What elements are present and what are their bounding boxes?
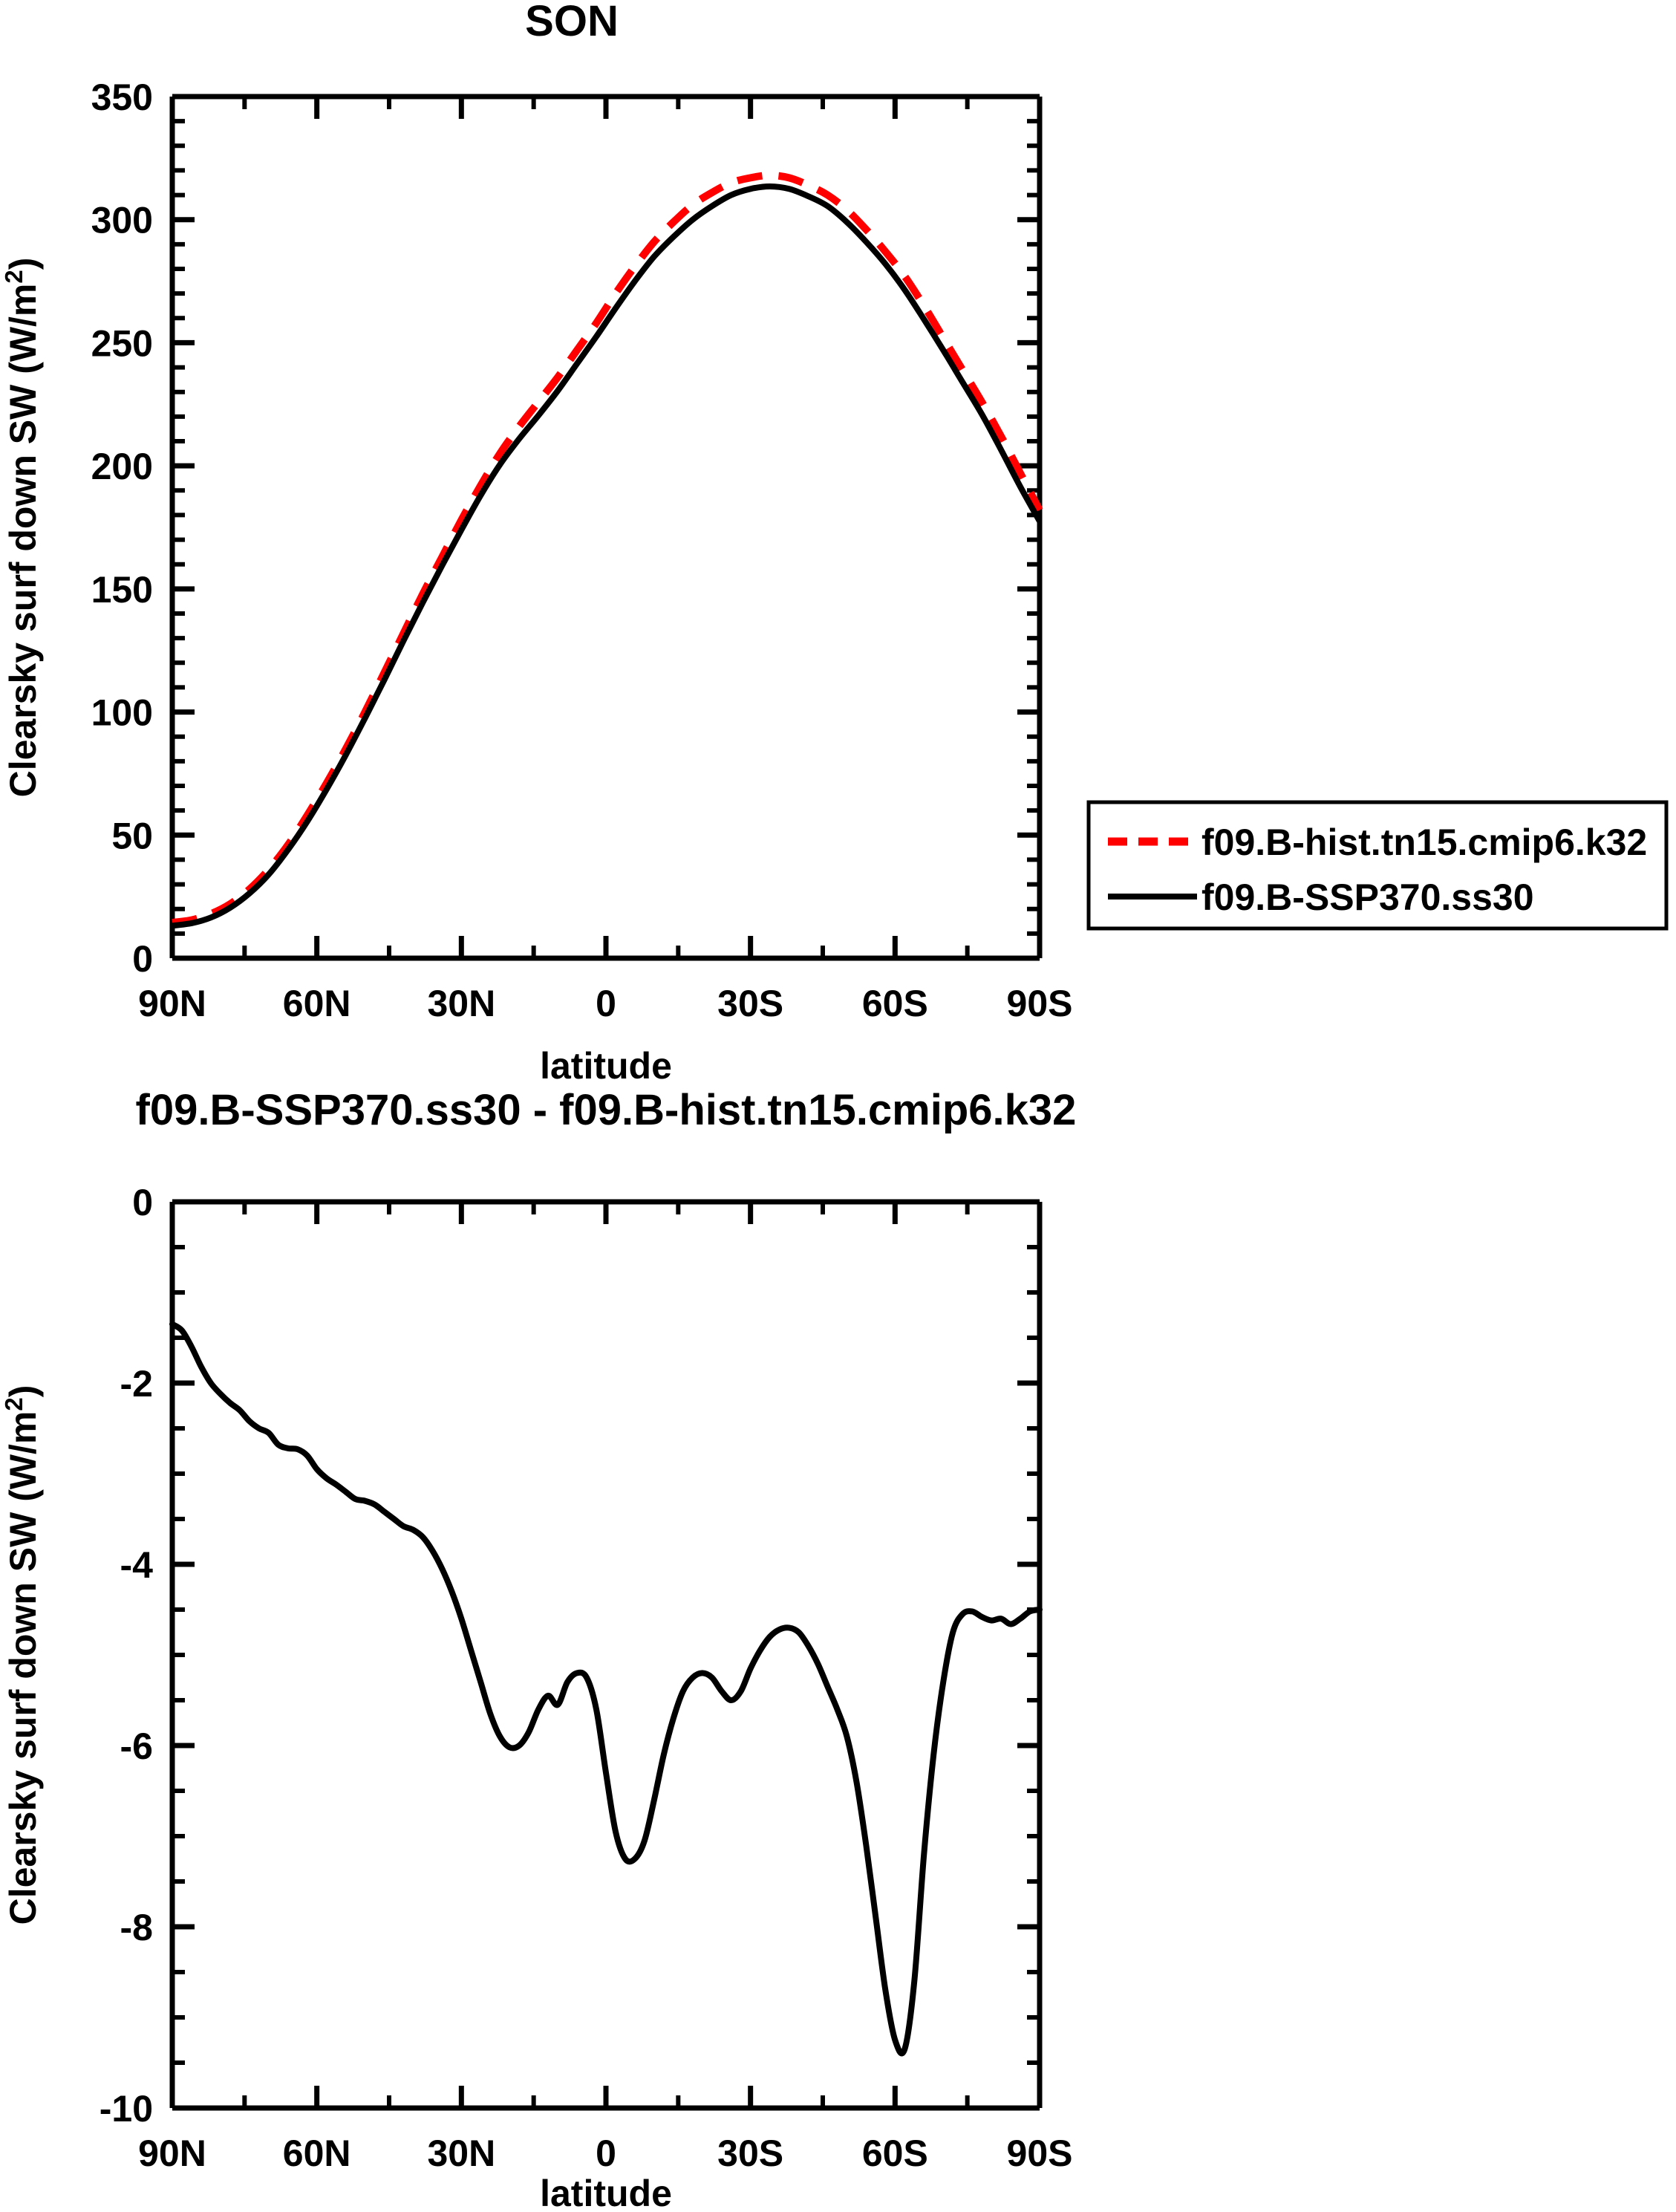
y-tick-label: 100	[91, 692, 153, 734]
y-tick-label: 150	[91, 569, 153, 611]
bottom-panel-axes	[169, 1199, 1043, 2111]
bot-ylabel-close: )	[2, 1385, 44, 1398]
y-tick-label: -6	[120, 1725, 153, 1767]
legend-label-ssp370: f09.B-SSP370.ss30	[1201, 876, 1534, 918]
bottom-panel-title: f09.B-SSP370.ss30 - f09.B-hist.tn15.cmip…	[136, 1086, 1077, 1134]
legend-border	[1086, 800, 1669, 931]
top-ylabel-main: Clearsky surf down SW (W/m	[2, 284, 44, 798]
x-tick-label: 60S	[862, 2133, 928, 2174]
x-tick-label: 90N	[138, 983, 206, 1024]
x-tick-label: 60S	[862, 983, 928, 1024]
y-tick-label: 0	[132, 1182, 153, 1223]
series-line-hist	[172, 172, 1043, 926]
y-tick-label: -8	[120, 1907, 153, 1948]
legend: f09.B-hist.tn15.cmip6.k32 f09.B-SSP370.s…	[1086, 800, 1669, 931]
bottom-panel-y-ticks: 0 -2 -4 -6 -8 -10	[100, 1182, 1040, 2130]
x-tick-label: 30N	[427, 983, 495, 1024]
bottom-panel-series	[169, 1321, 1043, 2057]
y-tick-label: 50	[111, 815, 153, 856]
y-tick-label: 250	[91, 322, 153, 364]
x-tick-label: 30S	[717, 2133, 783, 2174]
y-tick-label: -2	[120, 1363, 153, 1405]
x-tick-label: 90S	[1007, 983, 1073, 1024]
top-ylabel-sup: 2	[0, 270, 27, 283]
bot-ylabel-main: Clearsky surf down SW (W/m	[2, 1411, 44, 1925]
svg-text:Clearsky surf down SW (W/m2): Clearsky surf down SW (W/m2)	[0, 258, 44, 798]
top-panel-y-ticks: 0 50 100 150 200 250 300 350	[91, 77, 1040, 980]
y-tick-label: 0	[132, 938, 153, 980]
top-panel-series	[172, 172, 1043, 929]
x-tick-label: 60N	[283, 983, 351, 1024]
y-tick-label: 200	[91, 446, 153, 487]
y-tick-label: 350	[91, 77, 153, 118]
bot-ylabel-sup: 2	[0, 1397, 27, 1411]
svg-text:Clearsky surf down SW (W/m2): Clearsky surf down SW (W/m2)	[0, 1385, 44, 1925]
x-tick-label: 0	[596, 983, 616, 1024]
x-tick-label: 30S	[717, 983, 783, 1024]
x-tick-label: 0	[596, 2133, 616, 2174]
bottom-panel-x-ticks: 90N 60N 30N 0 30S 60S 90S	[138, 1202, 1072, 2174]
top-panel-title: SON	[525, 0, 619, 45]
bottom-panel-chart: f09.B-SSP370.ss30 - f09.B-hist.tn15.cmip…	[0, 1086, 1077, 2212]
y-tick-label: -10	[100, 2088, 153, 2130]
bottom-panel-xlabel: latitude	[540, 2173, 672, 2212]
series-line-difference	[169, 1321, 1043, 2057]
top-ylabel-close: )	[2, 258, 44, 270]
top-panel-chart: SON 0 50 100 150 200 250 300 350 90N 60N 30N 0 30S 6…	[0, 0, 1669, 1087]
y-tick-label: 300	[91, 200, 153, 241]
x-tick-label: 90S	[1007, 2133, 1073, 2174]
x-tick-label: 60N	[283, 2133, 351, 2174]
top-panel-x-ticks: 90N 60N 30N 0 30S 60S 90S	[138, 97, 1072, 1024]
x-tick-label: 90N	[138, 2133, 206, 2174]
y-tick-label: -4	[120, 1544, 154, 1586]
x-tick-label: 30N	[427, 2133, 495, 2174]
bottom-panel-ylabel: Clearsky surf down SW (W/m2)	[0, 1385, 44, 1925]
top-panel-xlabel: latitude	[540, 1045, 672, 1087]
series-line-ssp370	[172, 183, 1043, 929]
top-panel-ylabel: Clearsky surf down SW (W/m2)	[0, 258, 44, 798]
legend-label-hist: f09.B-hist.tn15.cmip6.k32	[1201, 822, 1647, 863]
